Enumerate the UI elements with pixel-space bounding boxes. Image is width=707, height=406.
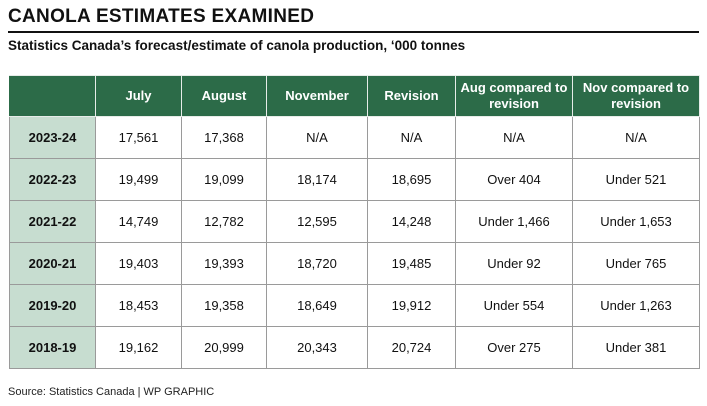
table-cell: 19,403: [95, 242, 182, 285]
table-cell: Under 554: [455, 284, 573, 327]
title-divider: [8, 31, 699, 33]
table-cell: 19,358: [181, 284, 267, 327]
table-cell: N/A: [455, 116, 573, 159]
table-row: 2019-20 18,453 19,358 18,649 19,912 Unde…: [9, 284, 700, 327]
chart-title: CANOLA ESTIMATES EXAMINED: [8, 6, 315, 27]
source-credit: Source: Statistics Canada | WP GRAPHIC: [8, 386, 215, 398]
table-cell: 19,099: [181, 158, 267, 201]
header-cell-revision: Revision: [367, 75, 456, 117]
table-cell: 19,393: [181, 242, 267, 285]
header-cell-august: August: [181, 75, 267, 117]
table-cell: Under 1,653: [572, 200, 700, 243]
table-cell: 14,749: [95, 200, 182, 243]
row-year-cell: 2019-20: [9, 284, 96, 327]
table-cell: 20,999: [181, 326, 267, 369]
table-row: 2022-23 19,499 19,099 18,174 18,695 Over…: [9, 158, 700, 201]
row-year-cell: 2021-22: [9, 200, 96, 243]
table-row: 2020-21 19,403 19,393 18,720 19,485 Unde…: [9, 242, 700, 285]
header-cell-aug-compared: Aug compared to revision: [455, 75, 573, 117]
table-row: 2021-22 14,749 12,782 12,595 14,248 Unde…: [9, 200, 700, 243]
header-cell-blank: [9, 75, 96, 117]
estimates-table: July August November Revision Aug compar…: [9, 75, 700, 369]
table-cell: 12,595: [266, 200, 368, 243]
table-cell: 14,248: [367, 200, 456, 243]
row-year-cell: 2018-19: [9, 326, 96, 369]
table-cell: 20,724: [367, 326, 456, 369]
table-cell: 19,485: [367, 242, 456, 285]
row-year-cell: 2023-24: [9, 116, 96, 159]
table-cell: 18,453: [95, 284, 182, 327]
table-cell: 19,912: [367, 284, 456, 327]
table-header-row: July August November Revision Aug compar…: [9, 75, 700, 117]
table-cell: 12,782: [181, 200, 267, 243]
row-year-cell: 2020-21: [9, 242, 96, 285]
table-cell: 20,343: [266, 326, 368, 369]
table-cell: Over 275: [455, 326, 573, 369]
table-cell: Under 92: [455, 242, 573, 285]
table-cell: 18,695: [367, 158, 456, 201]
table-row: 2018-19 19,162 20,999 20,343 20,724 Over…: [9, 326, 700, 369]
table-cell: Over 404: [455, 158, 573, 201]
chart-subtitle: Statistics Canada’s forecast/estimate of…: [8, 38, 466, 53]
table-cell: 18,649: [266, 284, 368, 327]
table-cell: N/A: [367, 116, 456, 159]
table-cell: 17,368: [181, 116, 267, 159]
row-year-cell: 2022-23: [9, 158, 96, 201]
table-cell: 19,162: [95, 326, 182, 369]
table-cell: Under 521: [572, 158, 700, 201]
table-cell: 18,174: [266, 158, 368, 201]
header-cell-november: November: [266, 75, 368, 117]
table-cell: 17,561: [95, 116, 182, 159]
table-cell: N/A: [572, 116, 700, 159]
table-cell: Under 1,263: [572, 284, 700, 327]
table-cell: Under 381: [572, 326, 700, 369]
table-cell: Under 765: [572, 242, 700, 285]
header-cell-nov-compared: Nov compared to revision: [572, 75, 700, 117]
table-cell: 18,720: [266, 242, 368, 285]
table-cell: Under 1,466: [455, 200, 573, 243]
table-cell: N/A: [266, 116, 368, 159]
header-cell-july: July: [95, 75, 182, 117]
table-row: 2023-24 17,561 17,368 N/A N/A N/A N/A: [9, 116, 700, 159]
table-cell: 19,499: [95, 158, 182, 201]
